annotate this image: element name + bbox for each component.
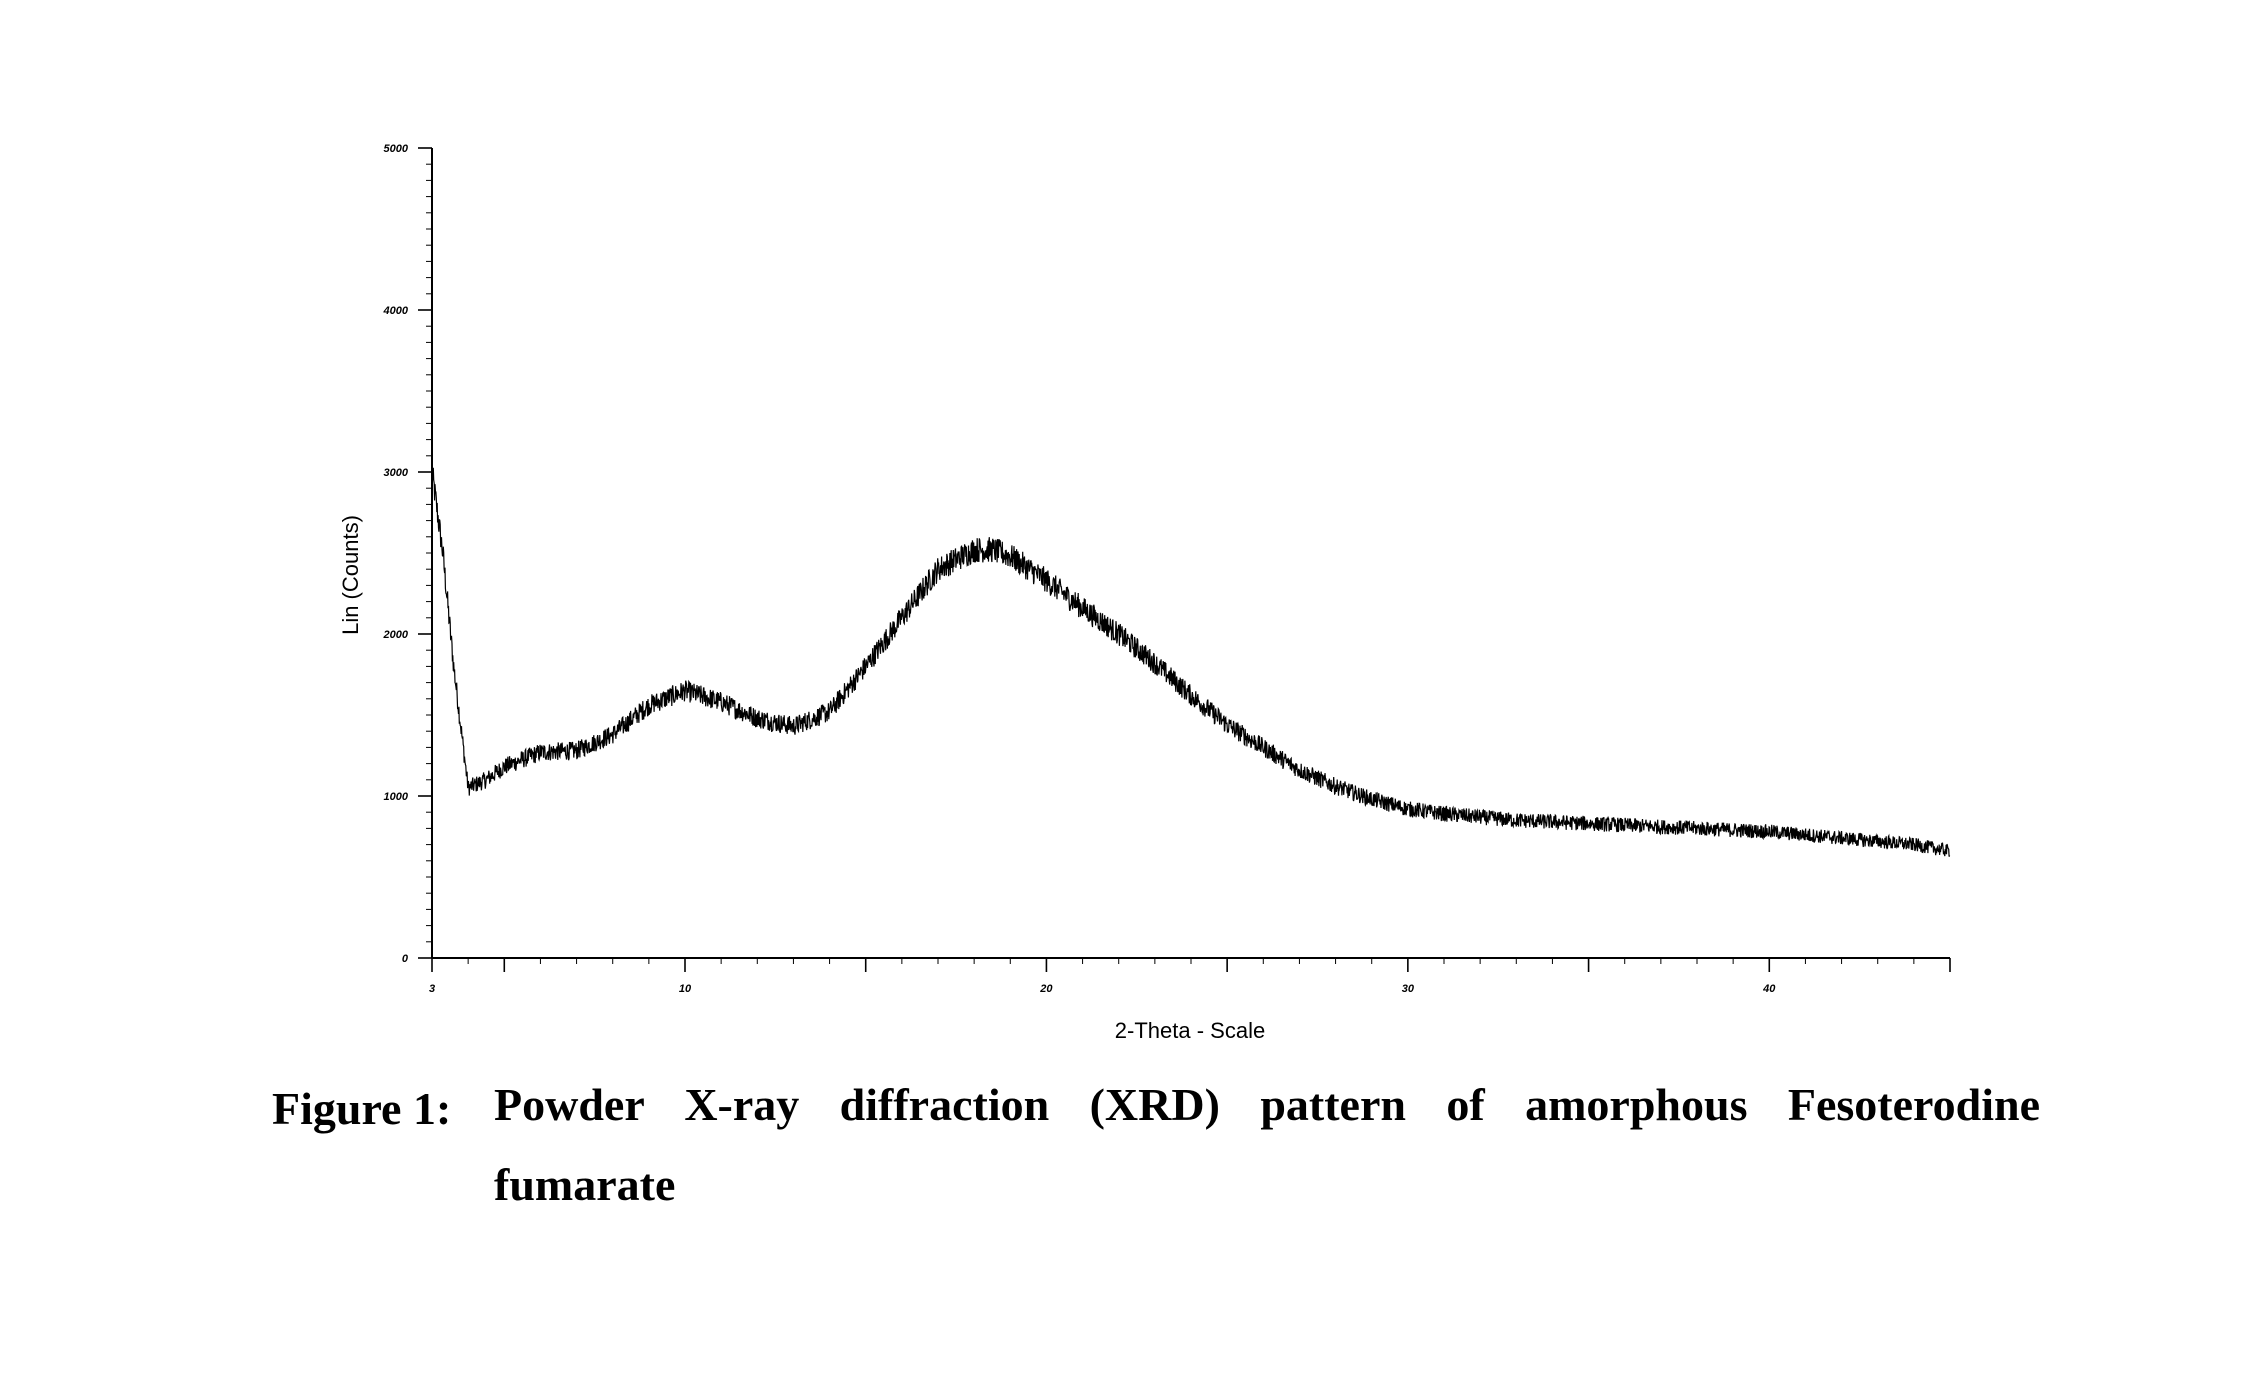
x-tick-label: 3 [429, 983, 435, 995]
y-tick-label: 5000 [384, 143, 409, 155]
x-axis: 3 10 20 30 40 [429, 957, 1951, 995]
x-tick-label: 10 [679, 983, 692, 995]
figure-caption: Figure 1: Powder X-ray diffraction (XRD)… [272, 1079, 2040, 1225]
figure-caption-line2: fumarate [494, 1159, 676, 1210]
x-tick-label: 40 [1762, 983, 1776, 995]
figure-label: Figure 1: [272, 1083, 452, 1134]
x-tick-label: 20 [1039, 983, 1053, 995]
xrd-pattern-line [431, 467, 1951, 857]
y-tick-label: 4000 [383, 305, 409, 317]
y-tick-label: 1000 [384, 791, 409, 803]
y-tick-label: 3000 [384, 467, 409, 479]
y-tick-label: 2000 [383, 629, 409, 641]
figure-caption-line1: Powder X-ray diffraction (XRD) pattern o… [494, 1079, 2040, 1130]
x-axis-title: 2-Theta - Scale [1115, 1018, 1265, 1043]
y-axis-title: Lin (Counts) [338, 515, 363, 635]
x-tick-label: 30 [1402, 983, 1415, 995]
y-axis: 0 1000 2000 3000 4000 5000 [383, 143, 433, 965]
y-tick-label: 0 [402, 953, 409, 965]
